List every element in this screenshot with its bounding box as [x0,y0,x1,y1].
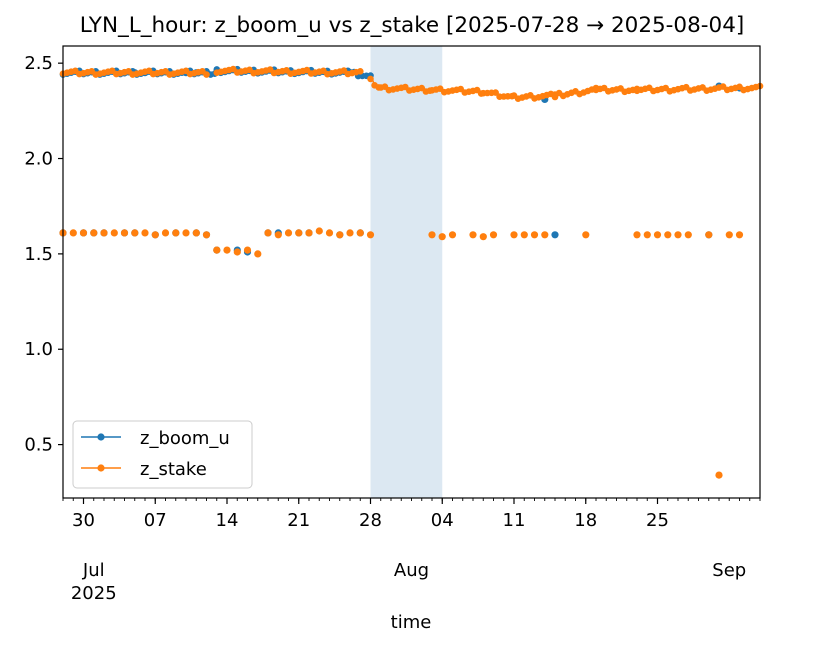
ticks-layer: 0.5 1.0 1.5 2.0 2.5 30 07 14 21 28 04 11 18 25 Jul2025… [24,53,761,604]
data-point-z_stake [356,229,364,237]
y-tick-label: 0.5 [24,435,53,456]
x-tick-label: 07 [144,510,167,531]
x-month-label: Jul [82,560,105,581]
data-point-z_stake [243,246,252,254]
x-year-label: 2025 [71,583,117,604]
data-point-z_stake [366,231,375,239]
data-point-z_stake [684,231,692,239]
data-point-z_stake [151,231,159,239]
data-point-z_stake [438,233,446,241]
data-point-z_stake [510,231,518,239]
data-point-z_stake [643,231,651,239]
x-tick-label: 18 [574,510,597,531]
data-point-z_stake [479,233,487,241]
data-point-z_stake [674,231,682,239]
data-point-z_stake [336,231,344,239]
data-point-z_boom_u [551,231,559,239]
data-point-z_stake [203,71,210,78]
x-tick-label: 30 [72,510,95,531]
data-point-z_stake [79,229,88,237]
data-point-z_stake [725,231,733,239]
data-point-z_stake [492,89,499,96]
data-point-z_stake [223,246,231,254]
data-point-z_stake [305,229,313,237]
data-point-z_stake [325,229,334,237]
data-point-z_stake [428,231,436,239]
data-point-z_stake [448,231,457,239]
data-point-z_stake [469,231,477,239]
data-point-z_stake [110,229,118,237]
chart-title: LYN_L_hour: z_boom_u vs z_stake [2025-07… [80,13,745,38]
data-point-z_stake [367,75,374,83]
data-point-z_stake [172,229,180,237]
legend-label-z_stake: z_stake [140,459,207,480]
data-point-z_stake [100,229,108,237]
y-tick-label: 2.0 [24,149,53,170]
x-tick-label: 21 [287,510,310,531]
legend: z_boom_u z_stake [72,420,253,489]
data-point-z_stake [530,231,539,239]
x-axis-title: time [391,612,432,633]
data-point-z_stake [131,229,139,237]
data-point-z_stake [541,231,549,239]
data-point-z_stake [346,229,354,237]
data-point-z_stake [120,229,129,237]
y-tick-label: 1.0 [24,339,53,360]
data-point-z_stake [357,68,364,75]
data-point-z_stake [254,250,262,258]
legend-label-z_boom_u: z_boom_u [140,428,230,449]
x-tick-label: 25 [646,510,669,531]
data-point-z_stake [582,231,590,239]
highlight-span-layer [370,46,443,498]
data-point-z_stake [284,229,293,237]
data-point-z_stake [520,231,528,239]
x-tick-label: 14 [216,510,239,531]
data-point-z_stake [141,229,149,237]
data-point-z_stake [664,231,672,239]
x-month-label: Aug [394,560,429,581]
x-tick-label: 11 [503,510,526,531]
legend-marker-z_stake [97,464,105,472]
data-point-z_stake [192,229,200,237]
data-point-z_stake [489,231,498,239]
series-layer [59,65,764,479]
data-point-z_stake [264,229,272,237]
data-point-z_stake [295,229,303,237]
highlight-span [370,46,443,498]
x-tick-label: 28 [359,510,382,531]
data-point-z_stake [182,229,190,237]
data-point-z_stake [274,231,282,239]
data-point-z_stake [233,248,241,256]
data-point-z_stake [735,231,744,239]
data-point-z_stake [90,229,98,237]
data-point-z_stake [161,229,170,237]
data-point-z_stake [653,231,662,239]
data-point-z_stake [213,246,221,254]
y-tick-label: 1.5 [24,244,53,265]
data-point-z_stake [69,229,77,237]
x-tick-label: 04 [431,510,454,531]
data-point-z_stake [202,231,211,239]
y-tick-label: 2.5 [24,53,53,74]
legend-marker-z_boom_u [97,433,105,441]
x-month-label: Sep [712,560,746,581]
data-point-z_stake [705,231,713,239]
data-point-z_stake [633,231,641,239]
data-point-z_stake [715,471,723,479]
data-point-z_stake [315,227,323,235]
